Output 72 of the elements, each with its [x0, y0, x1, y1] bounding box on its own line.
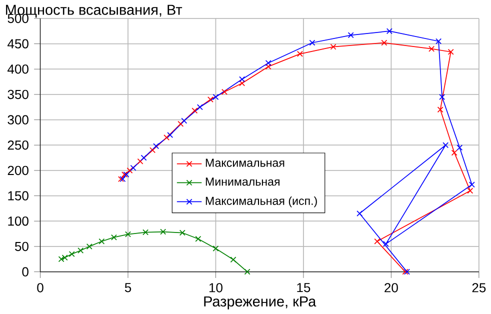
point — [456, 144, 463, 151]
point — [428, 46, 435, 52]
point — [160, 228, 166, 235]
point — [207, 96, 214, 102]
y-tick-label: 100 — [8, 216, 28, 226]
x-tick-label: 15 — [297, 282, 310, 292]
point — [140, 154, 147, 161]
point — [244, 268, 250, 275]
point — [348, 32, 354, 38]
point — [110, 234, 117, 240]
legend-label: Минимальная — [206, 178, 280, 186]
point — [167, 132, 174, 138]
x-axis-title: Разрежение, кРа — [204, 296, 316, 310]
x-tick-label: 25 — [472, 282, 486, 292]
point — [239, 76, 246, 82]
point — [212, 94, 219, 100]
y-tick-label: 150 — [8, 191, 28, 200]
point — [448, 48, 454, 55]
point — [381, 40, 388, 46]
point — [382, 240, 389, 247]
point — [124, 231, 131, 238]
y-tick-label: 50 — [14, 242, 28, 251]
point — [296, 50, 303, 57]
point — [374, 238, 380, 244]
y-tick-label: 200 — [8, 166, 28, 175]
point — [265, 60, 272, 66]
legend-label: Максимальная — [206, 158, 284, 167]
y-tick-label: 0 — [22, 267, 28, 276]
point — [265, 63, 272, 70]
point — [309, 40, 316, 46]
y-tick-label: 250 — [8, 140, 28, 150]
point — [451, 150, 458, 156]
point — [239, 80, 246, 86]
point — [58, 256, 64, 262]
point — [230, 256, 236, 262]
point — [178, 120, 184, 127]
point — [442, 142, 449, 148]
point — [196, 104, 203, 110]
point — [126, 167, 133, 174]
y-tick-label: 400 — [8, 64, 28, 74]
point — [356, 210, 363, 216]
point — [179, 230, 186, 236]
point — [212, 245, 219, 252]
point — [222, 88, 228, 95]
legend-label: Максимальная (исп.) — [206, 196, 317, 208]
point — [86, 243, 92, 250]
x-tick-label: 5 — [124, 282, 132, 292]
x-tick-label: 0 — [37, 282, 44, 292]
x-tick-label: 20 — [384, 282, 398, 292]
point — [439, 94, 446, 100]
point — [78, 247, 84, 254]
point — [137, 158, 144, 164]
point — [437, 106, 444, 113]
point — [468, 182, 475, 188]
x-tick-label: 10 — [209, 282, 222, 292]
y-tick-label: 300 — [8, 115, 28, 124]
point — [164, 134, 170, 140]
point — [98, 238, 105, 244]
y-tick-label: 450 — [8, 39, 28, 48]
point — [330, 44, 336, 50]
point — [195, 236, 202, 242]
point — [130, 164, 136, 171]
point — [181, 118, 188, 124]
point — [150, 147, 156, 154]
point — [436, 38, 442, 44]
point — [153, 143, 160, 149]
point — [142, 229, 149, 236]
y-tick-label: 350 — [8, 90, 28, 99]
point — [386, 28, 392, 34]
point — [467, 188, 474, 194]
point — [192, 108, 198, 114]
point — [68, 250, 75, 257]
